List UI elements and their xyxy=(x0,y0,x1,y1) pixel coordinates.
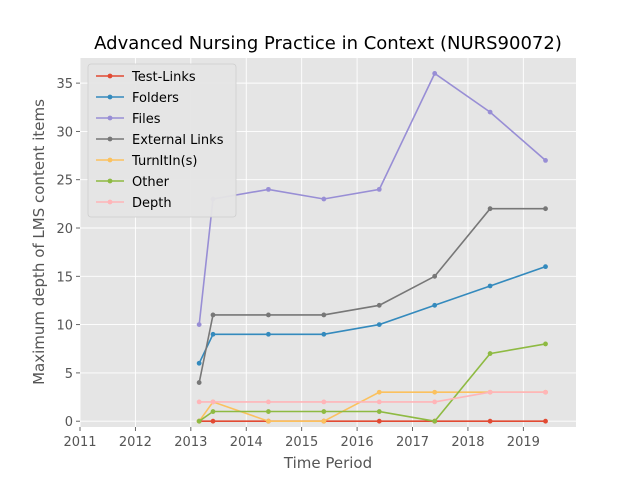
data-point xyxy=(432,71,438,76)
x-tick-label: 2016 xyxy=(341,435,374,450)
y-tick-label: 0 xyxy=(65,415,73,430)
data-point xyxy=(543,206,548,212)
legend-label: Test-Links xyxy=(131,70,196,85)
data-point xyxy=(432,399,438,405)
legend-label: Depth xyxy=(132,196,172,211)
data-point xyxy=(321,331,327,337)
legend-label: Other xyxy=(132,175,170,190)
series-line xyxy=(199,391,546,403)
x-tick-label: 2019 xyxy=(507,435,540,450)
data-point xyxy=(196,418,202,424)
data-point xyxy=(266,312,271,318)
legend-marker xyxy=(107,73,113,79)
data-point xyxy=(487,351,493,356)
y-tick-label: 30 xyxy=(56,125,73,140)
data-point xyxy=(432,389,438,395)
data-point xyxy=(196,380,202,385)
y-tick-label: 5 xyxy=(65,367,73,382)
y-axis-label: Maximum depth of LMS content items xyxy=(30,99,48,385)
data-point xyxy=(196,322,202,328)
data-point xyxy=(321,418,327,424)
data-point xyxy=(543,157,548,163)
data-point xyxy=(210,399,216,405)
data-point xyxy=(210,418,216,424)
legend-marker xyxy=(107,136,113,142)
data-point xyxy=(376,322,382,328)
x-tick-label: 2017 xyxy=(396,435,429,450)
data-point xyxy=(432,273,438,279)
legend-marker xyxy=(107,178,113,184)
data-point xyxy=(376,399,382,405)
data-point xyxy=(266,331,271,337)
data-point xyxy=(376,418,382,424)
series-line xyxy=(198,391,546,423)
data-point xyxy=(487,418,493,424)
data-point xyxy=(376,389,382,395)
data-point xyxy=(432,418,438,424)
data-point xyxy=(487,206,493,212)
data-point xyxy=(266,418,271,424)
data-point xyxy=(432,302,438,308)
legend-marker xyxy=(107,157,113,163)
series-line xyxy=(198,207,546,383)
data-point xyxy=(487,389,493,395)
gridlines xyxy=(79,58,576,427)
data-point xyxy=(376,302,382,308)
x-tick-label: 2018 xyxy=(451,435,484,450)
y-tick-label: 10 xyxy=(56,319,73,334)
y-tick-label: 15 xyxy=(56,270,73,285)
legend-marker xyxy=(107,199,113,205)
data-point xyxy=(487,109,493,115)
x-tick-label: 2015 xyxy=(285,435,318,450)
data-point xyxy=(376,409,382,414)
data-point xyxy=(321,196,327,202)
data-point xyxy=(210,312,216,318)
series-line xyxy=(198,265,546,364)
legend: Test-Links Folders Files External Links Turn… xyxy=(87,63,237,218)
chart-title: Advanced Nursing Practice in Context (NU… xyxy=(94,33,562,54)
x-axis-label: Time Period xyxy=(283,454,372,472)
legend-box xyxy=(87,63,237,218)
data-point xyxy=(196,360,202,366)
data-point xyxy=(543,418,548,424)
data-point xyxy=(321,312,327,318)
x-tick-label: 2013 xyxy=(174,435,207,450)
data-point xyxy=(487,283,493,289)
data-point xyxy=(543,341,548,347)
x-tick-label: 2014 xyxy=(230,435,263,450)
legend-marker xyxy=(107,115,113,121)
data-point xyxy=(266,409,271,414)
y-tick-label: 25 xyxy=(56,174,73,189)
data-point xyxy=(266,399,271,405)
data-point xyxy=(321,409,327,414)
legend-label: External Links xyxy=(132,133,224,148)
data-point xyxy=(543,389,548,395)
data-point xyxy=(196,399,202,405)
x-tick-label: 2012 xyxy=(119,435,152,450)
data-point xyxy=(321,399,327,405)
x-tick-label: 2011 xyxy=(63,435,96,450)
axes: 2011 2012 2013 2014 2015 2016 2017 2018 20190510… xyxy=(56,77,539,450)
series-line xyxy=(198,343,546,423)
data-point xyxy=(376,186,382,192)
legend-marker xyxy=(107,94,113,100)
data-point xyxy=(266,186,271,192)
data-point xyxy=(543,264,548,270)
data-point xyxy=(210,409,216,414)
legend-label: TurnItIn(s) xyxy=(131,154,197,169)
series-lines xyxy=(196,71,548,424)
y-tick-label: 20 xyxy=(56,222,73,237)
legend-label: Folders xyxy=(132,91,179,106)
data-point xyxy=(210,331,216,337)
legend-label: Files xyxy=(132,112,161,127)
y-tick-label: 35 xyxy=(56,77,73,92)
